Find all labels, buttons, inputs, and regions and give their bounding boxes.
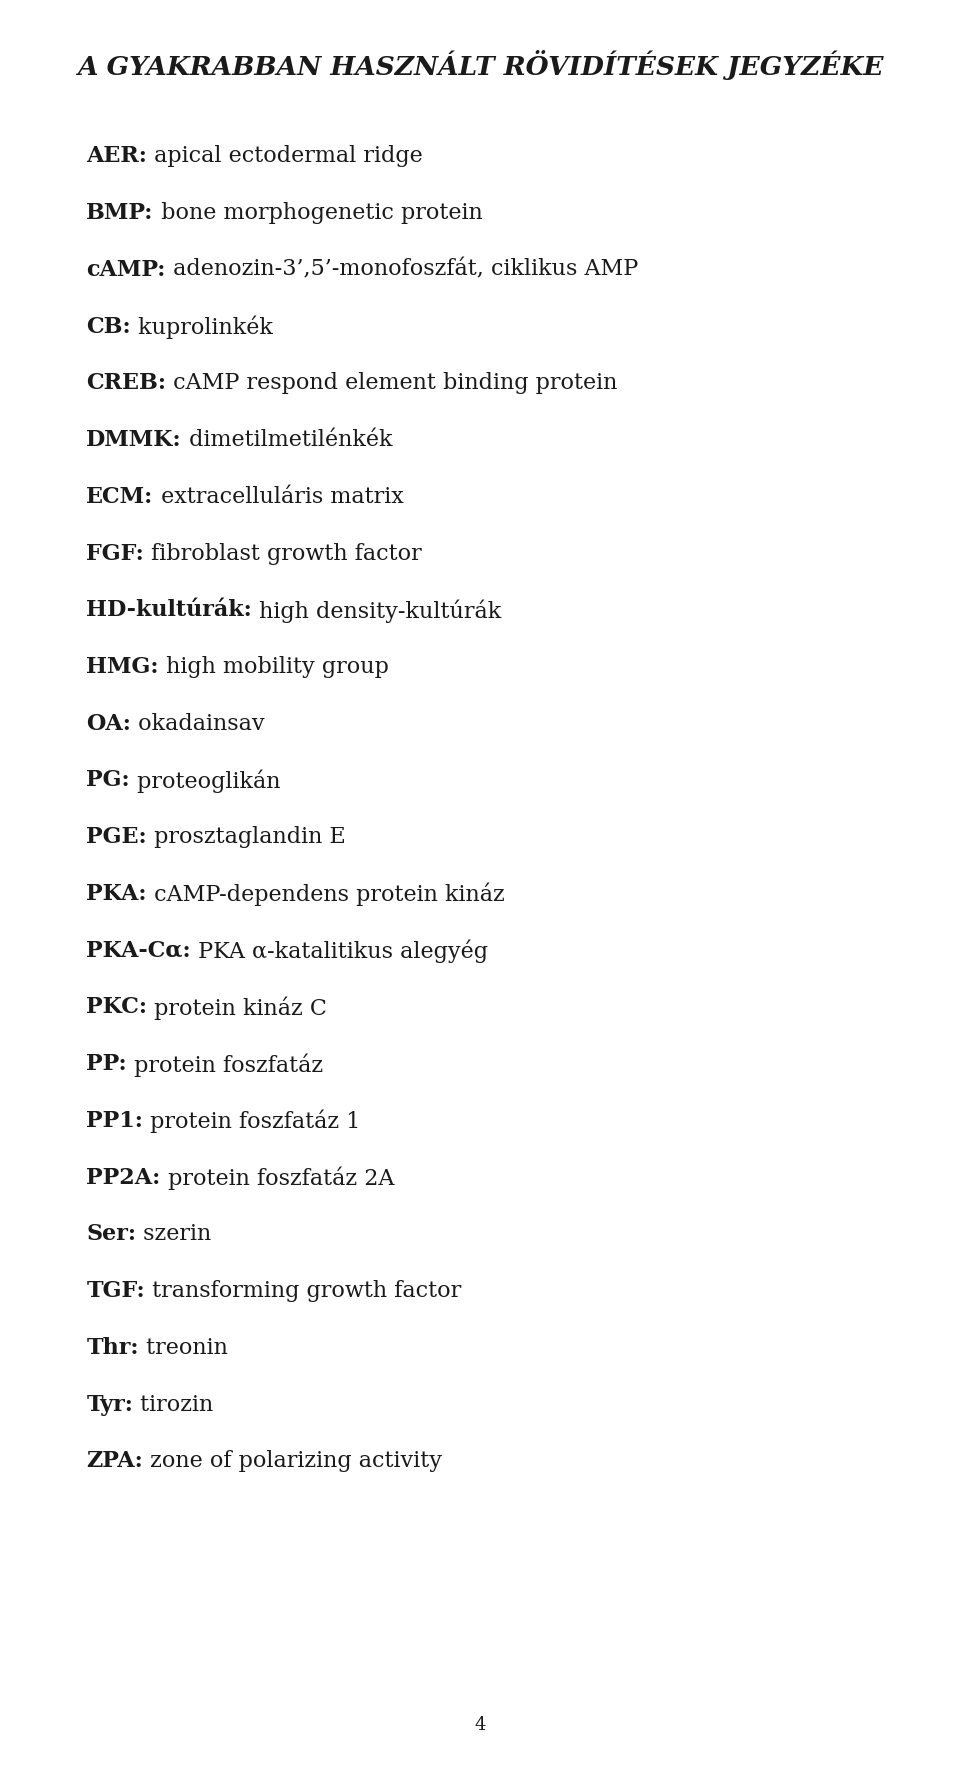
Text: szerin: szerin (136, 1223, 211, 1245)
Text: okadainsav: okadainsav (132, 713, 265, 734)
Text: transforming growth factor: transforming growth factor (145, 1280, 461, 1301)
Text: ZPA:: ZPA: (86, 1450, 143, 1472)
Text: CB:: CB: (86, 316, 131, 337)
Text: cAMP:: cAMP: (86, 259, 166, 280)
Text: HMG:: HMG: (86, 656, 159, 677)
Text: PP1:: PP1: (86, 1110, 143, 1131)
Text: high mobility group: high mobility group (159, 656, 389, 677)
Text: Ser:: Ser: (86, 1223, 136, 1245)
Text: dimetilmetilénkék: dimetilmetilénkék (182, 429, 393, 450)
Text: treonin: treonin (139, 1337, 228, 1358)
Text: PG:: PG: (86, 769, 130, 791)
Text: cAMP-dependens protein kináz: cAMP-dependens protein kináz (147, 883, 505, 906)
Text: PKC:: PKC: (86, 996, 148, 1018)
Text: PP2A:: PP2A: (86, 1167, 160, 1188)
Text: cAMP respond element binding protein: cAMP respond element binding protein (166, 372, 618, 394)
Text: prosztaglandin E: prosztaglandin E (147, 826, 346, 847)
Text: DMMK:: DMMK: (86, 429, 182, 450)
Text: Thr:: Thr: (86, 1337, 139, 1358)
Text: extracelluláris matrix: extracelluláris matrix (154, 486, 403, 507)
Text: ECM:: ECM: (86, 486, 154, 507)
Text: PKA α-katalitikus alegyég: PKA α-katalitikus alegyég (191, 940, 488, 963)
Text: OA:: OA: (86, 713, 132, 734)
Text: protein foszfatáz 1: protein foszfatáz 1 (143, 1110, 361, 1133)
Text: PKA-Cα:: PKA-Cα: (86, 940, 191, 961)
Text: protein foszfatáz 2A: protein foszfatáz 2A (160, 1167, 394, 1190)
Text: protein foszfatáz: protein foszfatáz (127, 1053, 324, 1076)
Text: PGE:: PGE: (86, 826, 147, 847)
Text: Tyr:: Tyr: (86, 1394, 133, 1415)
Text: TGF:: TGF: (86, 1280, 145, 1301)
Text: zone of polarizing activity: zone of polarizing activity (143, 1450, 443, 1472)
Text: 4: 4 (474, 1716, 486, 1734)
Text: AER:: AER: (86, 145, 147, 167)
Text: PKA:: PKA: (86, 883, 147, 904)
Text: CREB:: CREB: (86, 372, 166, 394)
Text: bone morphogenetic protein: bone morphogenetic protein (154, 202, 483, 223)
Text: protein kináz C: protein kináz C (148, 996, 327, 1019)
Text: proteoglikán: proteoglikán (130, 769, 280, 793)
Text: tirozin: tirozin (133, 1394, 213, 1415)
Text: PP:: PP: (86, 1053, 127, 1074)
Text: kuprolinkék: kuprolinkék (131, 316, 273, 339)
Text: A GYAKRABBAN HASZNÁLT RÖVIDÍTÉSEK JEGYZÉKE: A GYAKRABBAN HASZNÁLT RÖVIDÍTÉSEK JEGYZÉ… (77, 50, 883, 80)
Text: BMP:: BMP: (86, 202, 154, 223)
Text: adenozin-3’,5’-monofoszfát, ciklikus AMP: adenozin-3’,5’-monofoszfát, ciklikus AMP (166, 259, 638, 280)
Text: apical ectodermal ridge: apical ectodermal ridge (147, 145, 423, 167)
Text: FGF:: FGF: (86, 543, 144, 564)
Text: fibroblast growth factor: fibroblast growth factor (144, 543, 421, 564)
Text: HD-kultúrák:: HD-kultúrák: (86, 599, 252, 621)
Text: high density-kultúrák: high density-kultúrák (252, 599, 501, 622)
